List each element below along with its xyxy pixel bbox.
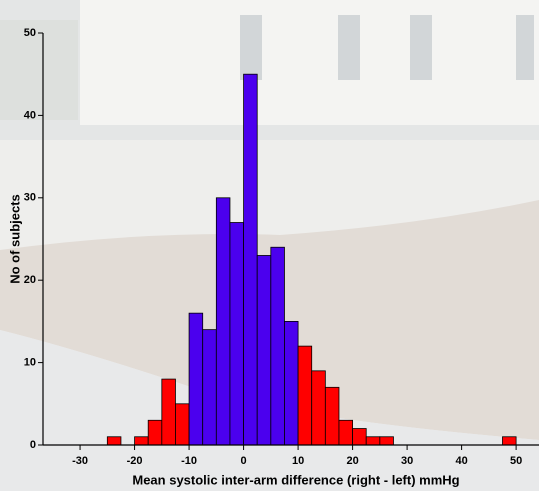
y-tick-label: 10 [24,357,36,369]
bar [284,321,298,445]
bar [502,437,516,445]
x-tick-label: 20 [346,455,358,467]
y-tick-label: 20 [24,274,36,286]
x-tick-label: 10 [292,455,304,467]
bar [257,255,271,445]
y-tick-label: 50 [24,27,36,39]
bar [175,404,189,445]
x-tick-label: 50 [510,455,522,467]
bar [203,330,217,445]
bar [135,437,149,445]
bar [366,437,380,445]
bar [339,420,353,445]
bar [230,223,244,445]
bar [244,74,258,445]
y-tick-label: 40 [24,109,36,121]
chart: Mean systolic inter-arm difference (righ… [0,0,539,491]
bar [189,313,203,445]
x-tick-label: 30 [401,455,413,467]
bar [353,429,367,445]
x-axis-title: Mean systolic inter-arm difference (righ… [132,472,459,487]
y-tick-label: 30 [24,192,36,204]
x-tick-label: 0 [241,455,247,467]
x-tick-label: -30 [72,455,88,467]
x-tick-label: -20 [127,455,143,467]
bar [312,371,326,445]
bar [148,420,162,445]
x-tick-label: 40 [455,455,467,467]
x-tick-label: -10 [181,455,197,467]
bar [216,198,230,445]
bar [107,437,121,445]
bar [380,437,394,445]
bar [271,247,285,445]
bar [325,387,339,445]
bar [162,379,176,445]
y-axis-title: No of subjects [7,194,22,284]
bar [298,346,312,445]
y-tick-label: 0 [30,439,36,451]
